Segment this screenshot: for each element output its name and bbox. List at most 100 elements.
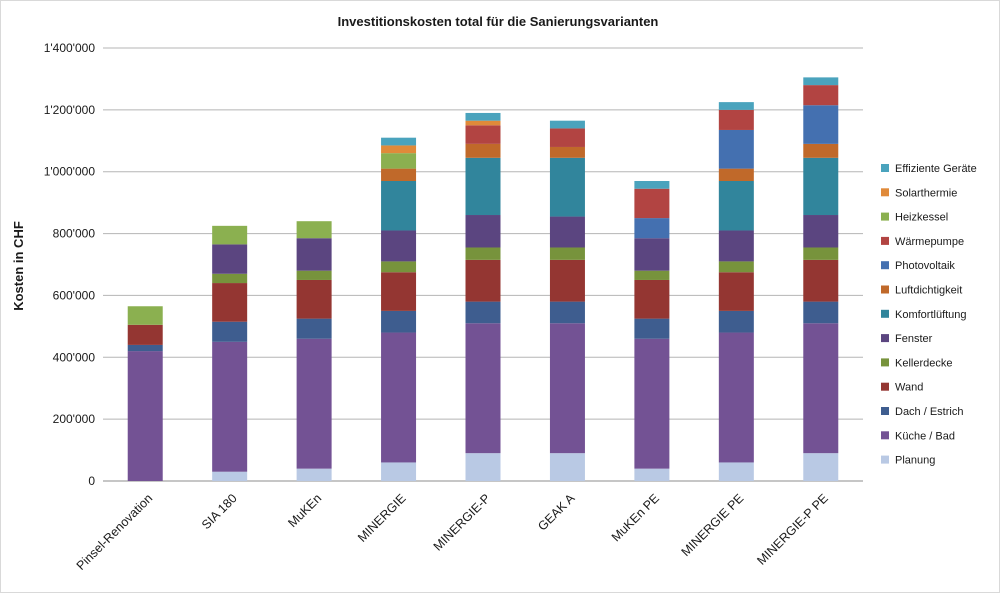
legend-swatch — [881, 358, 889, 367]
bar-segment — [549, 216, 585, 248]
bar-segment — [381, 145, 417, 154]
legend-swatch — [881, 407, 889, 415]
bar-segment — [212, 341, 248, 472]
legend-label: Luftdichtigkeit — [895, 285, 962, 297]
bar-segment — [465, 157, 501, 216]
legend-swatch — [881, 455, 889, 464]
bar-segment — [549, 453, 585, 481]
legend-label: Heizkessel — [895, 212, 948, 224]
legend-label: Solarthermie — [895, 187, 957, 199]
legend-label: Fenster — [895, 333, 933, 345]
bar-segment — [718, 230, 754, 262]
bar-segment — [381, 310, 417, 333]
y-tick-label: 600'000 — [53, 288, 96, 302]
y-tick-label: 400'000 — [53, 350, 96, 364]
bar-segment — [803, 77, 839, 86]
legend-label: Effiziente Geräte — [895, 163, 977, 175]
bar-segment — [634, 270, 670, 280]
bar-segment — [465, 259, 501, 302]
bar-segment — [465, 143, 501, 158]
bar-segment — [803, 247, 839, 260]
x-tick-label: GEAK A — [535, 491, 578, 534]
bar-segment — [296, 318, 332, 339]
legend-label: Dach / Estrich — [895, 406, 963, 418]
bar-segment — [718, 129, 754, 169]
bar-segment — [803, 453, 839, 481]
bar-segment — [381, 261, 417, 273]
bar-segment — [549, 157, 585, 217]
bar-segment — [634, 338, 670, 469]
bar-segment — [381, 332, 417, 463]
bar-segment — [212, 471, 248, 481]
bar-segment — [549, 146, 585, 158]
legend-label: Wärmepumpe — [895, 236, 964, 248]
legend-swatch — [881, 334, 889, 343]
bar-segment — [718, 109, 754, 130]
x-tick-label: MINERGIE-P PE — [754, 491, 831, 568]
bar-segment — [549, 323, 585, 454]
bar-segment — [465, 125, 501, 144]
legend: Effiziente Geräte Solarthermie Heizkessel W… — [881, 163, 977, 467]
bar-segment — [718, 168, 754, 181]
x-tick-label: Pinsel-Renovation — [74, 491, 156, 573]
legend-swatch — [881, 212, 889, 221]
bar-segment — [718, 261, 754, 273]
bar-segment — [803, 157, 839, 216]
bar-segment — [381, 272, 417, 311]
bar-segment — [296, 468, 332, 481]
bar-segment — [465, 323, 501, 454]
bar-segment — [718, 180, 754, 231]
bar-segment — [634, 188, 670, 219]
bar-segment — [381, 168, 417, 181]
bar-segment — [803, 259, 839, 302]
bar-segment — [803, 323, 839, 454]
legend-label: Photovoltaik — [895, 260, 955, 272]
legend-swatch — [881, 236, 889, 245]
bar-segment — [634, 318, 670, 339]
bar-segment — [296, 238, 332, 271]
y-tick-label: 1'400'000 — [44, 41, 96, 55]
legend-swatch — [881, 431, 889, 440]
legend-label: Kellerdecke — [895, 357, 952, 369]
x-tick-label: MINERGIE-P — [431, 491, 493, 553]
bar-segment — [212, 321, 248, 342]
bar-segment — [465, 453, 501, 481]
legend-label: Küche / Bad — [895, 430, 955, 442]
x-tick-label: SIA 180 — [199, 491, 240, 532]
bar-segment — [803, 215, 839, 248]
bar-segment — [381, 137, 417, 146]
bar-segment — [212, 225, 248, 245]
bar-segment — [718, 462, 754, 481]
x-tick-label: MuKEn — [285, 491, 324, 530]
bar-segment — [127, 344, 163, 352]
bar-segment — [465, 215, 501, 248]
bar-segment — [634, 238, 670, 271]
bar-segment — [549, 128, 585, 147]
legend-swatch — [881, 285, 889, 294]
bar-segment — [381, 153, 417, 169]
chart-title: Investitionskosten total für die Sanieru… — [338, 14, 659, 29]
bar-segment — [718, 310, 754, 333]
y-axis-label: Kosten in CHF — [11, 221, 26, 311]
y-tick-label: 1'000'000 — [44, 165, 96, 179]
bar-segment — [634, 468, 670, 481]
bar-segment — [718, 102, 754, 110]
bar-segment — [381, 462, 417, 481]
bar-segment — [212, 244, 248, 274]
bar-segment — [718, 332, 754, 463]
bar-segment — [718, 272, 754, 311]
bar-segment — [381, 230, 417, 262]
bar-segment — [634, 279, 670, 319]
bar-segment — [549, 247, 585, 260]
y-tick-label: 0 — [88, 474, 95, 488]
bar-segment — [803, 301, 839, 324]
x-tick-label: MuKEn PE — [609, 491, 662, 544]
y-tick-labels: 0 200'000 400'000 600'000 800'000 1'000'000 1'… — [44, 41, 96, 488]
bar-segment — [549, 259, 585, 302]
bar-segment — [127, 324, 163, 345]
legend-swatch — [881, 382, 889, 391]
legend-swatch — [881, 309, 889, 318]
y-tick-label: 800'000 — [53, 227, 96, 241]
